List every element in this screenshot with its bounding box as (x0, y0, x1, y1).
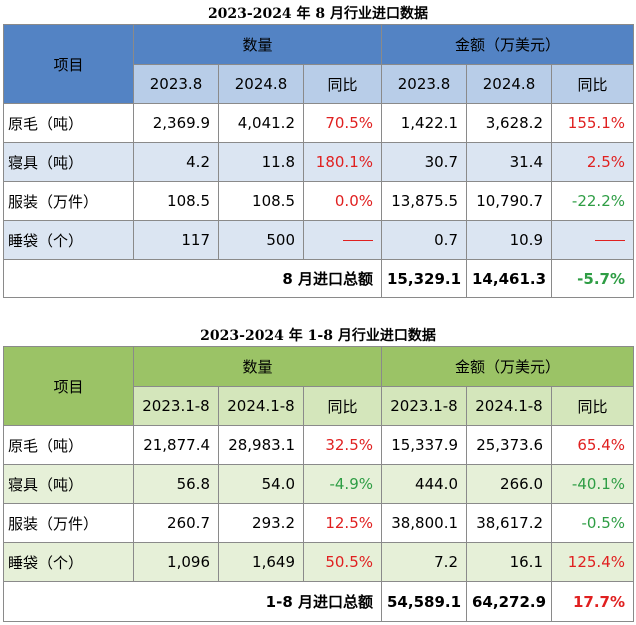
row-label: 寝具（吨） (3, 142, 134, 182)
yoy-value: 50.5% (303, 542, 382, 582)
col-header-amt-2023: 2023.8 (381, 64, 467, 104)
cell-value: 3,628.2 (466, 103, 552, 143)
col-header-qty-2024: 2024.8 (218, 64, 304, 104)
cumulative-import-table: 项目 数量 金额（万美元） 2023.1-8 2024.1-8 同比 2023.… (3, 346, 634, 622)
col-header-amt-2024: 2024.8 (466, 64, 552, 104)
cell-value: 16.1 (466, 542, 552, 582)
row-label: 寝具（吨） (3, 464, 134, 504)
cell-value: 13,875.5 (381, 181, 467, 221)
cell-value: 260.7 (133, 503, 219, 543)
table1-title: 2023-2024 年 8 月行业进口数据 (207, 6, 429, 22)
col-header-qty-2023: 2023.1-8 (133, 386, 219, 426)
col-header-qty-yoy: 同比 (303, 386, 382, 426)
cell-value: 28,983.1 (218, 425, 304, 465)
row-label: 原毛（吨） (3, 425, 134, 465)
yoy-value: 32.5% (303, 425, 382, 465)
quantity-group-header: 数量 (133, 24, 382, 65)
table2-title: 2023-2024 年 1-8 月行业进口数据 (200, 328, 436, 344)
total-value: 14,461.3 (466, 259, 552, 298)
cell-value: 293.2 (218, 503, 304, 543)
dash-mark (343, 240, 373, 241)
yoy-value-na (303, 220, 382, 260)
cell-value: 2,369.9 (133, 103, 219, 143)
cell-value: 108.5 (218, 181, 304, 221)
total-value: 54,589.1 (381, 581, 467, 622)
table-row: 服装（万件） 260.7 293.2 12.5% 38,800.1 38,617… (3, 503, 634, 543)
cell-value: 10.9 (466, 220, 552, 260)
total-value: 15,329.1 (381, 259, 467, 298)
cell-value: 38,617.2 (466, 503, 552, 543)
yoy-value: -40.1% (551, 464, 634, 504)
item-header: 项目 (3, 346, 134, 426)
cell-value: 11.8 (218, 142, 304, 182)
yoy-value: 0.0% (303, 181, 382, 221)
cell-value: 4,041.2 (218, 103, 304, 143)
item-header: 项目 (3, 24, 134, 104)
cell-value: 56.8 (133, 464, 219, 504)
col-header-qty-2024: 2024.1-8 (218, 386, 304, 426)
total-row: 1-8 月进口总额 54,589.1 64,272.9 17.7% (3, 581, 634, 622)
cell-value: 1,649 (218, 542, 304, 582)
yoy-value: 125.4% (551, 542, 634, 582)
table-row: 服装（万件） 108.5 108.5 0.0% 13,875.5 10,790.… (3, 181, 634, 221)
cell-value: 54.0 (218, 464, 304, 504)
cell-value: 500 (218, 220, 304, 260)
table-row: 睡袋（个） 1,096 1,649 50.5% 7.2 16.1 125.4% (3, 542, 634, 582)
total-value: 64,272.9 (466, 581, 552, 622)
table-row: 睡袋（个） 117 500 0.7 10.9 (3, 220, 634, 260)
cell-value: 266.0 (466, 464, 552, 504)
cell-value: 1,096 (133, 542, 219, 582)
table-row: 寝具（吨） 56.8 54.0 -4.9% 444.0 266.0 -40.1% (3, 464, 634, 504)
yoy-value: -0.5% (551, 503, 634, 543)
cell-value: 108.5 (133, 181, 219, 221)
row-label: 睡袋（个） (3, 220, 134, 260)
dash-mark (595, 240, 625, 241)
col-header-amt-2024: 2024.1-8 (466, 386, 552, 426)
col-header-qty-yoy: 同比 (303, 64, 382, 104)
cell-value: 21,877.4 (133, 425, 219, 465)
col-header-amt-yoy: 同比 (551, 386, 634, 426)
cell-value: 0.7 (381, 220, 467, 260)
cell-value: 31.4 (466, 142, 552, 182)
col-header-amt-yoy: 同比 (551, 64, 634, 104)
total-label: 1-8 月进口总额 (3, 581, 382, 622)
col-header-qty-2023: 2023.8 (133, 64, 219, 104)
amount-group-header: 金额（万美元） (381, 346, 634, 387)
yoy-value: -4.9% (303, 464, 382, 504)
amount-group-header: 金额（万美元） (381, 24, 634, 65)
cell-value: 4.2 (133, 142, 219, 182)
total-yoy: 17.7% (551, 581, 634, 622)
yoy-value: 180.1% (303, 142, 382, 182)
row-label: 原毛（吨） (3, 103, 134, 143)
total-label: 8 月进口总额 (3, 259, 382, 298)
total-yoy: -5.7% (551, 259, 634, 298)
table-row: 原毛（吨） 21,877.4 28,983.1 32.5% 15,337.9 2… (3, 425, 634, 465)
yoy-value: 12.5% (303, 503, 382, 543)
row-label: 服装（万件） (3, 503, 134, 543)
total-row: 8 月进口总额 15,329.1 14,461.3 -5.7% (3, 259, 634, 298)
cell-value: 15,337.9 (381, 425, 467, 465)
cell-value: 117 (133, 220, 219, 260)
yoy-value: -22.2% (551, 181, 634, 221)
cell-value: 1,422.1 (381, 103, 467, 143)
cell-value: 38,800.1 (381, 503, 467, 543)
cell-value: 25,373.6 (466, 425, 552, 465)
cell-value: 30.7 (381, 142, 467, 182)
cell-value: 7.2 (381, 542, 467, 582)
row-label: 服装（万件） (3, 181, 134, 221)
yoy-value: 65.4% (551, 425, 634, 465)
yoy-value: 2.5% (551, 142, 634, 182)
table-row: 寝具（吨） 4.2 11.8 180.1% 30.7 31.4 2.5% (3, 142, 634, 182)
yoy-value-na (551, 220, 634, 260)
yoy-value: 70.5% (303, 103, 382, 143)
row-label: 睡袋（个） (3, 542, 134, 582)
yoy-value: 155.1% (551, 103, 634, 143)
col-header-amt-2023: 2023.1-8 (381, 386, 467, 426)
quantity-group-header: 数量 (133, 346, 382, 387)
cell-value: 444.0 (381, 464, 467, 504)
monthly-import-table: 项目 数量 金额（万美元） 2023.8 2024.8 同比 2023.8 20… (3, 24, 634, 298)
table-row: 原毛（吨） 2,369.9 4,041.2 70.5% 1,422.1 3,62… (3, 103, 634, 143)
cell-value: 10,790.7 (466, 181, 552, 221)
